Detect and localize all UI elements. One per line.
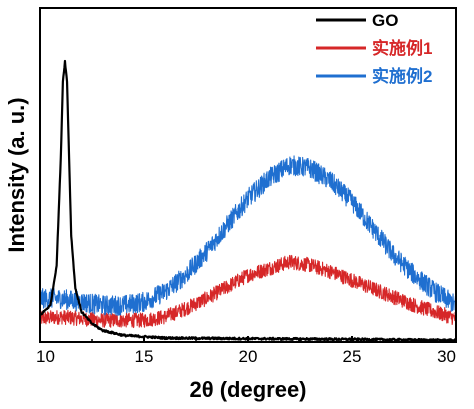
legend: GO 实施例1 实施例2 — [316, 11, 432, 86]
x-axis-label: 2θ (degree) — [189, 377, 306, 402]
x-tick-label: 15 — [135, 347, 154, 366]
x-axis-ticks — [39, 336, 457, 342]
legend-label: GO — [372, 11, 398, 30]
x-tick-label: 10 — [36, 347, 55, 366]
series-line-2 — [39, 155, 457, 316]
series-line-1 — [39, 254, 457, 329]
x-axis-tick-labels: 10 15 20 25 30 — [36, 347, 456, 366]
series-layer — [39, 59, 457, 343]
x-tick-label: 30 — [437, 347, 456, 366]
legend-label: 实施例1 — [372, 38, 432, 58]
x-tick-label: 20 — [239, 347, 258, 366]
y-axis-label: Intensity (a. u.) — [4, 97, 29, 252]
x-tick-label: 25 — [343, 347, 362, 366]
legend-label: 实施例2 — [372, 66, 432, 86]
plot-frame — [39, 7, 457, 343]
